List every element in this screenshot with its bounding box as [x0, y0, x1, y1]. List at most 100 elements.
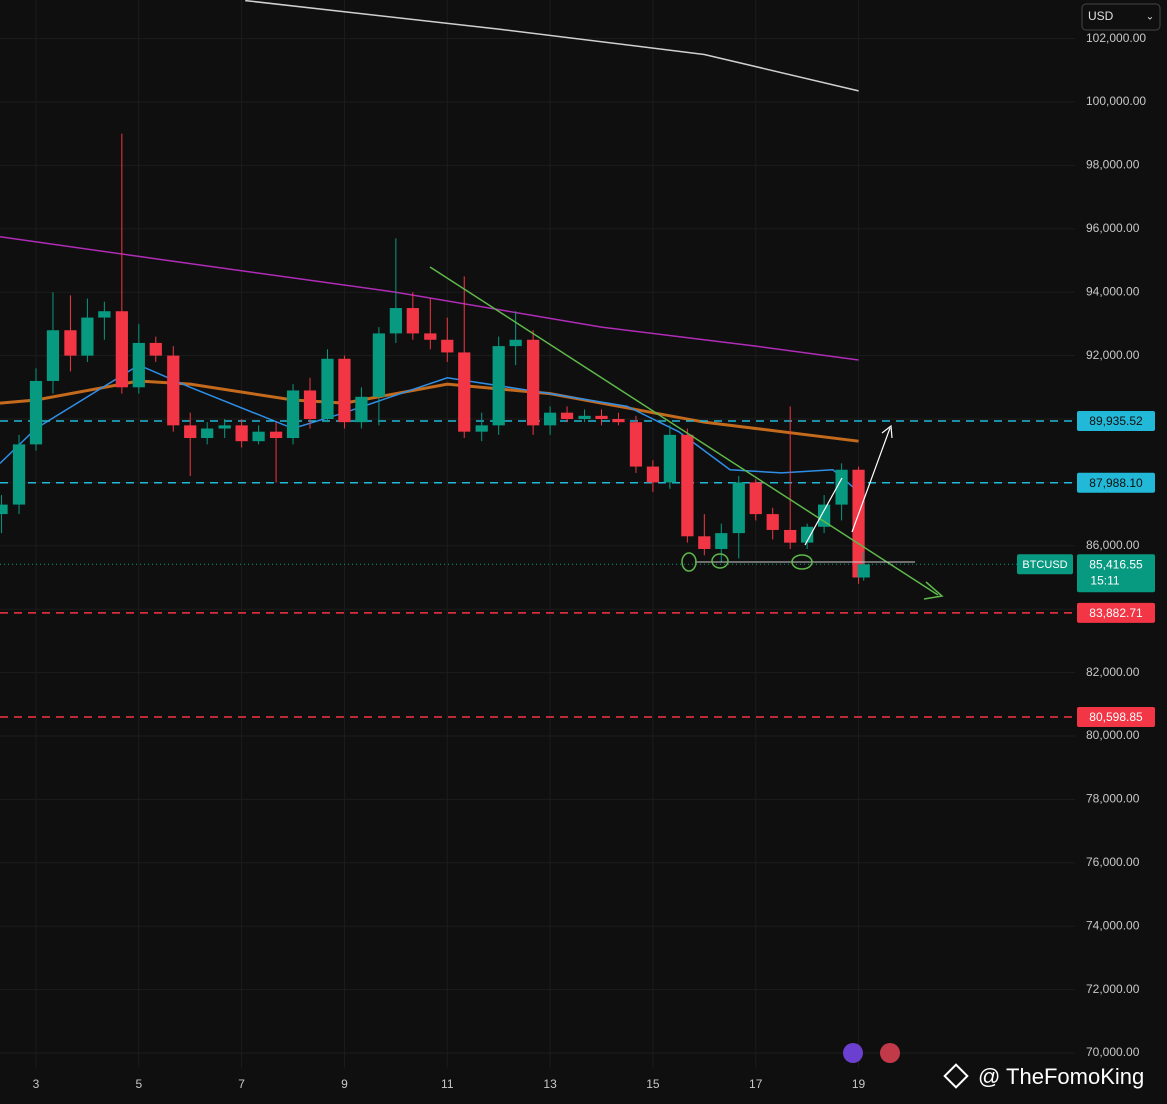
y-tick-label: 96,000.00	[1086, 221, 1140, 235]
candle-body	[115, 311, 128, 388]
candle-body	[629, 422, 643, 467]
candle-body	[835, 469, 848, 505]
candle-body	[852, 469, 865, 578]
x-tick-label: 11	[441, 1077, 454, 1091]
y-tick-label: 72,000.00	[1086, 982, 1140, 996]
candle-body	[98, 311, 111, 318]
candle-body	[543, 412, 557, 426]
candle-body	[766, 514, 779, 530]
x-tick-label: 9	[341, 1077, 348, 1091]
candle-body	[235, 425, 248, 442]
candle-body	[527, 339, 540, 426]
candle-body	[321, 358, 334, 420]
indicator-line	[0, 235, 859, 361]
candle-body	[801, 526, 814, 543]
candle-body	[64, 330, 77, 356]
y-tick-label: 78,000.00	[1086, 792, 1140, 806]
arrow	[804, 477, 843, 546]
watermark-logo	[943, 1063, 969, 1089]
indicator-line	[245, 0, 859, 92]
candle-body	[509, 339, 522, 347]
y-tick-label: 74,000.00	[1086, 918, 1140, 932]
candle-body	[286, 390, 300, 439]
arrow	[851, 427, 891, 533]
candle-body	[817, 504, 831, 527]
watermark: @ TheFomoKing	[978, 1064, 1144, 1089]
candle-body	[475, 425, 488, 432]
candle-body	[81, 317, 94, 356]
x-tick-label: 15	[646, 1077, 660, 1091]
trend-line	[429, 266, 939, 596]
circle	[711, 553, 729, 569]
y-tick-label: 98,000.00	[1086, 158, 1140, 172]
circle	[681, 552, 697, 572]
candle-body	[646, 466, 660, 483]
candle-body	[406, 308, 419, 334]
candle-body	[0, 504, 8, 515]
candle-body	[201, 428, 214, 439]
y-tick-label: 76,000.00	[1086, 855, 1140, 869]
candle-body	[560, 412, 574, 420]
arrow-head	[881, 424, 893, 439]
candle-body	[715, 533, 728, 549]
annotations	[429, 266, 944, 600]
event-icon	[843, 1043, 863, 1063]
candle-body	[595, 415, 608, 420]
candle-body	[681, 434, 694, 537]
level-box	[1077, 411, 1155, 432]
candle-body	[46, 330, 60, 381]
x-tick-label: 19	[852, 1077, 866, 1091]
circle	[791, 554, 813, 570]
y-tick-label: 100,000.00	[1086, 94, 1146, 108]
level-label: 83,882.71	[1089, 606, 1143, 620]
y-tick-label: 92,000.00	[1086, 348, 1140, 362]
level-label: 87,988.10	[1089, 476, 1143, 490]
candle-body	[732, 482, 745, 534]
y-tick-label: 102,000.00	[1086, 31, 1146, 45]
candle-body	[355, 396, 368, 423]
candle-body	[149, 342, 162, 356]
y-tick-label: 94,000.00	[1086, 284, 1140, 298]
candle-body	[857, 564, 870, 578]
candle-body	[269, 431, 283, 439]
arrow-head	[923, 581, 944, 600]
candle-body	[184, 425, 197, 439]
candle-body	[29, 380, 43, 445]
level-box	[1077, 472, 1155, 493]
candle-body	[663, 434, 677, 483]
candle-body	[252, 431, 265, 442]
event-icon	[880, 1043, 900, 1063]
x-tick-label: 3	[33, 1077, 40, 1091]
symbol-box	[1017, 554, 1073, 575]
candle-body	[338, 358, 351, 423]
currency-select[interactable]	[1081, 3, 1161, 31]
level-label: 80,598.85	[1089, 710, 1143, 724]
x-tick-label: 13	[543, 1077, 557, 1091]
candle-body	[167, 355, 180, 426]
y-tick-label: 86,000.00	[1086, 538, 1140, 552]
axes: 70,000.00 72,000.00 74,000.00 76,000.00 78,0…	[33, 31, 1155, 1091]
candles	[0, 133, 870, 584]
y-tick-label: 82,000.00	[1086, 665, 1140, 679]
candle-body	[303, 390, 317, 420]
candle-body	[784, 529, 797, 543]
candle-body	[372, 333, 386, 397]
level-box	[1077, 707, 1155, 728]
level-label: 89,935.52	[1089, 414, 1143, 428]
candle-body	[132, 342, 145, 388]
x-tick-label: 7	[238, 1077, 245, 1091]
x-tick-label: 17	[749, 1077, 763, 1091]
time-label: 15:11	[1090, 573, 1119, 587]
y-tick-label: 80,000.00	[1086, 728, 1140, 742]
candle-body	[458, 352, 471, 432]
candle-body	[612, 419, 625, 423]
level-box	[1077, 602, 1155, 623]
price-box	[1077, 554, 1155, 593]
candle-body	[698, 536, 711, 549]
candle-body	[492, 346, 505, 426]
candle-body	[389, 308, 402, 334]
y-tick-label: 70,000.00	[1086, 1045, 1140, 1059]
candle-body	[749, 482, 762, 515]
